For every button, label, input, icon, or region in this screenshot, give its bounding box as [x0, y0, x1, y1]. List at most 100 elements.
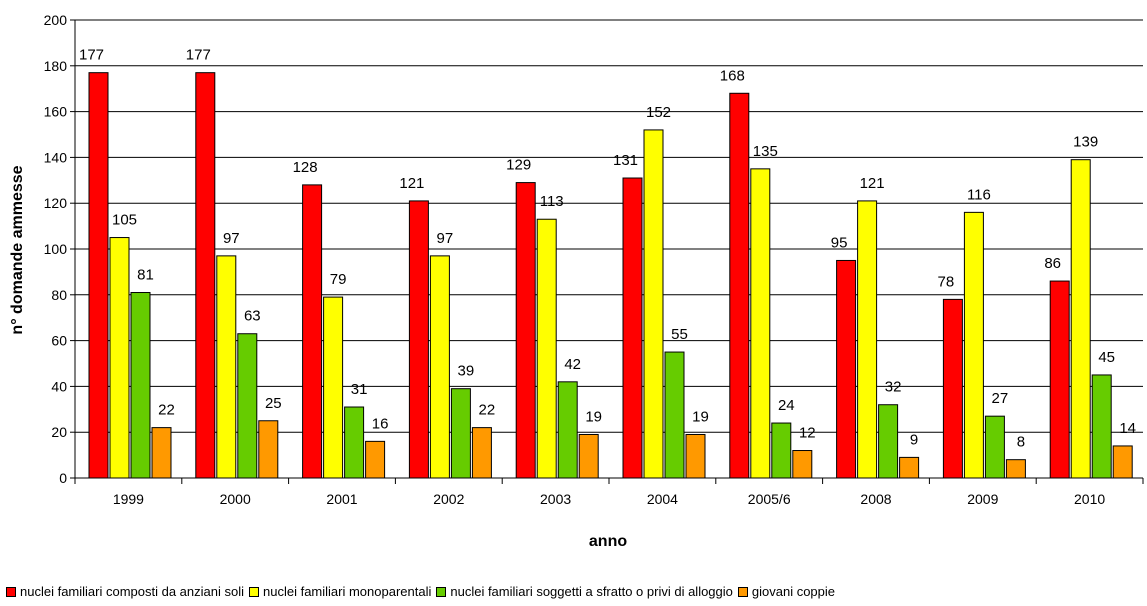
bar: [344, 406, 365, 479]
data-label: 116: [967, 186, 991, 203]
bar: [685, 433, 706, 479]
axes: 0 20 40 60 80 100 120 140 160 180 200 1999 2000 2001 2…: [44, 12, 1144, 507]
data-label: 121: [860, 175, 885, 192]
data-label: 39: [458, 363, 475, 380]
bar: [857, 200, 878, 479]
bar: [151, 427, 172, 479]
bar: [1091, 374, 1112, 479]
data-label: 131: [613, 152, 638, 169]
x-tick-label: 2003: [540, 491, 571, 507]
data-label: 128: [293, 159, 318, 176]
legend-item: nuclei familiari monoparentali: [249, 584, 431, 599]
data-label: 12: [799, 425, 816, 442]
legend: nuclei familiari composti da anziani sol…: [6, 584, 840, 599]
legend-label: nuclei familiari composti da anziani sol…: [20, 584, 244, 599]
legend-label: giovani coppie: [751, 584, 836, 599]
legend-label: nuclei familiari monoparentali: [263, 584, 432, 599]
bar: [750, 168, 771, 479]
bar: [130, 292, 151, 479]
bar: [1070, 159, 1091, 479]
data-label: 177: [186, 47, 211, 64]
y-tick-label: 140: [44, 149, 68, 165]
data-label: 86: [1044, 255, 1061, 272]
x-tick-label: 2010: [1074, 491, 1105, 507]
bar: [643, 129, 664, 479]
x-tick-label: 2004: [647, 491, 678, 507]
bar: [109, 237, 130, 479]
bar: [216, 255, 237, 479]
y-tick-label: 20: [51, 424, 67, 440]
data-label: 8: [1017, 434, 1025, 451]
legend-swatch: [6, 586, 16, 597]
bar: [771, 422, 792, 479]
data-label: 55: [671, 326, 688, 343]
x-tick-label: 2001: [326, 491, 357, 507]
data-label: 9: [910, 431, 918, 448]
data-label: 97: [223, 230, 240, 247]
bar: [365, 440, 386, 479]
data-label: 135: [753, 143, 778, 160]
data-label: 105: [112, 212, 137, 229]
legend-swatch: [737, 586, 748, 597]
x-tick-label: 1999: [113, 491, 144, 507]
data-label: 78: [938, 273, 955, 290]
x-tick-label: 2002: [433, 491, 464, 507]
data-label: 32: [885, 379, 902, 396]
bar: [302, 184, 323, 479]
y-tick-label: 100: [44, 241, 68, 257]
y-tick-label: 160: [44, 104, 68, 120]
bar: [195, 72, 216, 479]
data-label: 19: [585, 408, 602, 425]
x-tick-label: 2000: [220, 491, 251, 507]
data-label: 25: [265, 395, 282, 412]
data-label: 81: [137, 267, 154, 284]
data-label: 16: [372, 415, 389, 432]
bar: [1049, 280, 1070, 479]
bar: [1112, 445, 1133, 479]
data-label: 19: [692, 408, 709, 425]
y-tick-label: 0: [59, 470, 67, 486]
bar: [578, 433, 599, 479]
data-label: 63: [244, 308, 261, 325]
data-label: 113: [540, 193, 564, 210]
x-tick-label: 2008: [860, 491, 891, 507]
y-tick-label: 80: [51, 287, 67, 303]
bar: [408, 200, 429, 479]
legend-item: nuclei familiari soggetti a sfratto o pr…: [436, 584, 733, 599]
y-tick-label: 200: [44, 12, 68, 28]
bar: [836, 259, 857, 479]
bar: [878, 404, 899, 479]
bar: [323, 296, 344, 479]
bar: [536, 218, 557, 479]
legend-item: giovani coppie: [737, 584, 836, 599]
y-tick-label: 40: [51, 378, 67, 394]
bar: [1005, 459, 1026, 479]
data-label: 31: [351, 381, 368, 398]
bar: [88, 72, 109, 479]
bar: [792, 450, 813, 479]
data-label: 97: [437, 230, 454, 247]
bar: [942, 298, 963, 479]
bar: [557, 381, 578, 479]
bar: [429, 255, 450, 479]
bar: [237, 333, 258, 479]
data-label: 177: [79, 47, 104, 64]
y-tick-label: 180: [44, 58, 68, 74]
legend-label: nuclei familiari soggetti a sfratto o pr…: [450, 584, 733, 599]
data-label: 45: [1098, 349, 1115, 366]
data-label: 14: [1119, 420, 1136, 437]
bar: [622, 177, 643, 479]
data-label: 152: [646, 104, 671, 121]
data-label: 27: [992, 390, 1009, 407]
x-axis-title: anno: [589, 533, 627, 550]
data-label: 95: [831, 234, 848, 251]
data-label: 22: [158, 402, 175, 419]
data-label: 168: [720, 67, 745, 84]
bar: [471, 427, 492, 479]
bar: [258, 420, 279, 479]
data-label: 139: [1073, 134, 1098, 151]
y-axis-title: n° domande ammesse: [9, 165, 26, 334]
bar: [515, 182, 536, 479]
